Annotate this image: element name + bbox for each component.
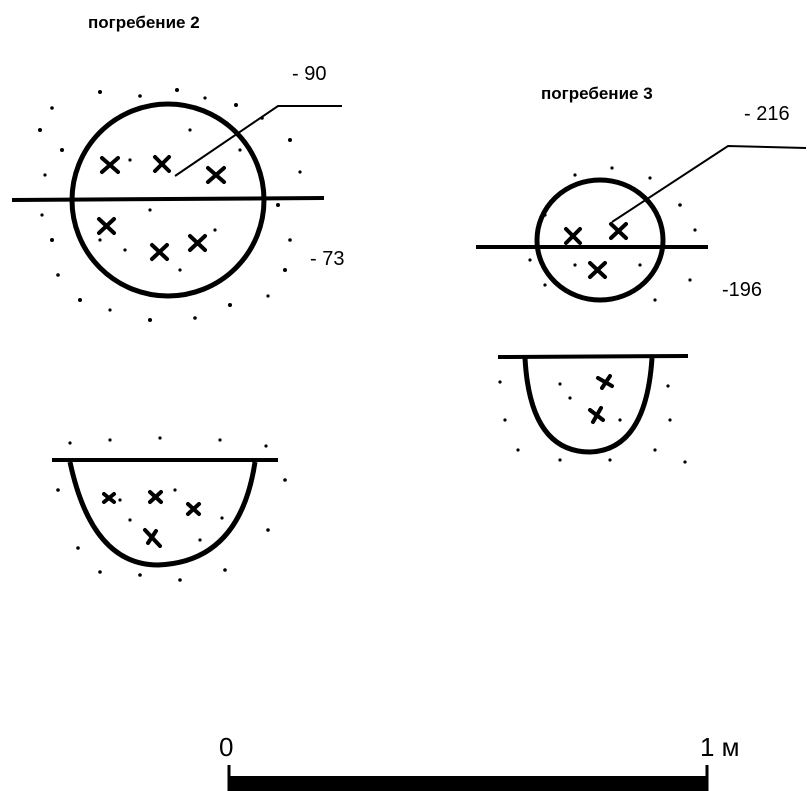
scale-bar-fill (229, 776, 707, 791)
bone-cross-icon (188, 234, 207, 252)
bone-cross-icon (143, 528, 162, 548)
burial-2-depth-bottom: - 73 (310, 248, 344, 270)
bone-cross-icon (609, 222, 628, 240)
burial-3-title: погребение 3 (541, 84, 653, 103)
bone-cross-icon (186, 502, 201, 516)
bone-cross-icon (596, 374, 614, 390)
bone-cross-icon (97, 217, 116, 235)
burial-2-section-line (11, 196, 325, 202)
burial-2-group: погребение 2 - 90 - 73 (11, 13, 344, 322)
burial-3-depth-leader (611, 144, 807, 223)
bone-cross-icon (564, 227, 582, 245)
bone-cross-icon (148, 490, 163, 504)
burial-2-fill-dots (38, 88, 302, 322)
burial-3-bone-marks (564, 222, 628, 279)
scale-start-label: 0 (219, 732, 233, 762)
burial-3-section-dots (498, 380, 687, 464)
burial-3-section (497, 354, 689, 464)
burial-3-group: погребение 3 - 216 -196 (476, 84, 807, 303)
bone-cross-icon (102, 492, 116, 504)
burial-2-depth-top: - 90 (292, 63, 326, 85)
burial-3-depth-bottom: -196 (722, 279, 762, 301)
burial-3-section-surface (497, 354, 689, 359)
burial-3-section-outline (522, 357, 655, 455)
burial-2-depth-leader (174, 105, 342, 177)
bone-cross-icon (588, 406, 605, 424)
burial-2-section-bones (102, 490, 201, 548)
burial-2-bone-marks (97, 155, 226, 261)
bone-cross-icon (206, 166, 226, 184)
bone-cross-icon (153, 155, 171, 173)
scale-bar: 0 1 м (219, 732, 740, 791)
burial-2-title: погребение 2 (88, 13, 200, 32)
burial-2-section-outline (67, 461, 258, 568)
burial-3-depth-top: - 216 (744, 103, 790, 125)
burial-2-section-dots (56, 436, 287, 582)
scale-end-label: 1 м (700, 732, 740, 762)
burial-3-pit-outline (534, 177, 666, 303)
bone-cross-icon (100, 156, 120, 174)
bone-cross-icon (588, 261, 607, 279)
bone-cross-icon (150, 243, 169, 261)
burial-3-section-bones (588, 374, 614, 424)
burial-3-fill-dots (528, 166, 697, 302)
burial-2-section (52, 436, 287, 582)
